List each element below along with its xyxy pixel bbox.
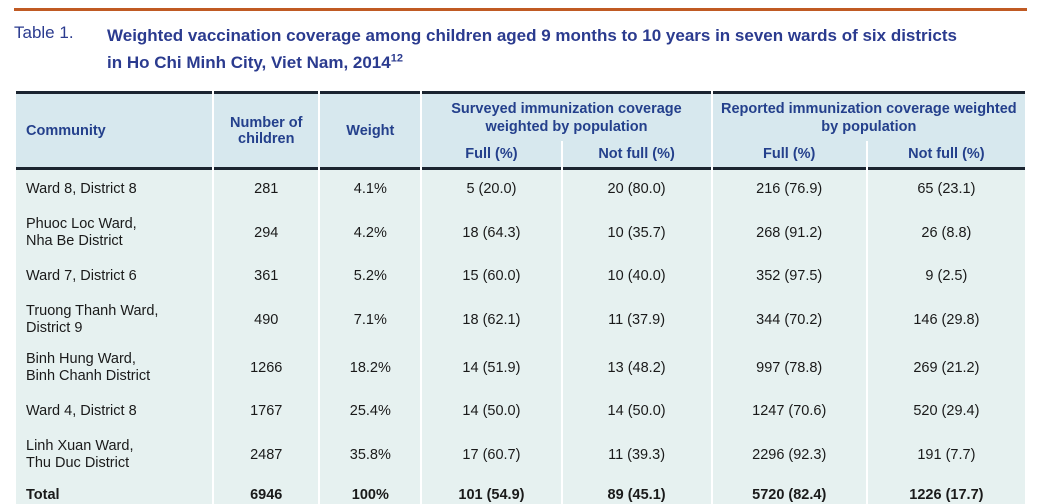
table-number-label: Table 1.: [14, 23, 74, 42]
accent-rule: [14, 8, 1027, 11]
weight-cell: 18.2%: [320, 344, 421, 393]
reported-full-cell: 344 (70.2): [712, 296, 866, 345]
surveyed-notfull-cell: 14 (50.0): [562, 392, 711, 432]
col-header-reported-full: Full (%): [712, 141, 866, 171]
children-cell: 6946: [214, 479, 319, 504]
table-row: Truong Thanh Ward, District 9 490 7.1% 1…: [16, 296, 1025, 345]
reported-full-cell: 216 (76.9): [712, 170, 866, 210]
weight-cell: 4.2%: [320, 209, 421, 258]
surveyed-full-cell: 15 (60.0): [422, 257, 561, 297]
reported-full-cell: 1247 (70.6): [712, 392, 866, 432]
col-header-surveyed-notfull: Not full (%): [562, 141, 711, 171]
table-row: Binh Hung Ward, Binh Chanh District 1266…: [16, 344, 1025, 393]
children-cell: 281: [214, 170, 319, 210]
surveyed-notfull-cell: 11 (39.3): [562, 431, 711, 480]
weight-cell: 100%: [320, 479, 421, 504]
children-cell: 1767: [214, 392, 319, 432]
weight-cell: 7.1%: [320, 296, 421, 345]
children-cell: 2487: [214, 431, 319, 480]
table-row: Ward 8, District 8 281 4.1% 5 (20.0) 20 …: [16, 170, 1025, 210]
community-cell: Ward 8, District 8: [16, 170, 213, 210]
citation-superscript: 12: [390, 52, 403, 65]
table-total-row: Total 6946 100% 101 (54.9) 89 (45.1) 572…: [16, 479, 1025, 504]
surveyed-notfull-cell: 20 (80.0): [562, 170, 711, 210]
surveyed-notfull-cell: 10 (40.0): [562, 257, 711, 297]
weight-cell: 5.2%: [320, 257, 421, 297]
reported-notfull-cell: 9 (2.5): [867, 257, 1025, 297]
table-title-line1: Weighted vaccination coverage among chil…: [107, 26, 957, 45]
reported-full-cell: 268 (91.2): [712, 209, 866, 258]
surveyed-full-cell: 18 (62.1): [422, 296, 561, 345]
weight-cell: 35.8%: [320, 431, 421, 480]
table-title: Weighted vaccination coverage among chil…: [107, 22, 957, 76]
reported-notfull-cell: 191 (7.7): [867, 431, 1025, 480]
col-group-surveyed: Surveyed immunization coverage weighted …: [422, 91, 711, 142]
reported-notfull-cell: 65 (23.1): [867, 170, 1025, 210]
children-cell: 490: [214, 296, 319, 345]
total-label-cell: Total: [16, 479, 213, 504]
table-title-line2: in Ho Chi Minh City, Viet Nam, 2014: [107, 53, 391, 73]
surveyed-full-cell: 18 (64.3): [422, 209, 561, 258]
col-header-surveyed-full: Full (%): [422, 141, 561, 171]
reported-full-cell: 352 (97.5): [712, 257, 866, 297]
surveyed-notfull-cell: 10 (35.7): [562, 209, 711, 258]
col-header-community: Community: [16, 91, 213, 171]
reported-notfull-cell: 26 (8.8): [867, 209, 1025, 258]
table-row: Phuoc Loc Ward, Nha Be District 294 4.2%…: [16, 209, 1025, 258]
col-group-reported: Reported immunization coverage weighted …: [712, 91, 1025, 142]
col-header-weight: Weight: [320, 91, 421, 171]
reported-full-cell: 997 (78.8): [712, 344, 866, 393]
weight-cell: 4.1%: [320, 170, 421, 210]
community-cell: Ward 4, District 8: [16, 392, 213, 432]
weight-cell: 25.4%: [320, 392, 421, 432]
table-body: Ward 8, District 8 281 4.1% 5 (20.0) 20 …: [16, 170, 1025, 504]
surveyed-full-cell: 5 (20.0): [422, 170, 561, 210]
reported-notfull-cell: 1226 (17.7): [867, 479, 1025, 504]
surveyed-notfull-cell: 13 (48.2): [562, 344, 711, 393]
surveyed-notfull-cell: 11 (37.9): [562, 296, 711, 345]
reported-full-cell: 2296 (92.3): [712, 431, 866, 480]
children-cell: 1266: [214, 344, 319, 393]
community-cell: Phuoc Loc Ward, Nha Be District: [16, 209, 213, 258]
community-cell: Linh Xuan Ward, Thu Duc District: [16, 431, 213, 480]
table-row: Linh Xuan Ward, Thu Duc District 2487 35…: [16, 431, 1025, 480]
col-header-reported-notfull: Not full (%): [867, 141, 1025, 171]
community-cell: Truong Thanh Ward, District 9: [16, 296, 213, 345]
reported-notfull-cell: 146 (29.8): [867, 296, 1025, 345]
children-cell: 361: [214, 257, 319, 297]
surveyed-full-cell: 101 (54.9): [422, 479, 561, 504]
table-row: Ward 7, District 6 361 5.2% 15 (60.0) 10…: [16, 257, 1025, 297]
header-sub-row: Full (%) Not full (%) Full (%) Not full …: [16, 141, 1025, 171]
vaccination-coverage-table: Community Number of children Weight Surv…: [14, 91, 1027, 504]
table-header: Community Number of children Weight Surv…: [16, 91, 1025, 171]
surveyed-full-cell: 14 (50.0): [422, 392, 561, 432]
reported-notfull-cell: 269 (21.2): [867, 344, 1025, 393]
surveyed-full-cell: 14 (51.9): [422, 344, 561, 393]
header-group-row: Community Number of children Weight Surv…: [16, 91, 1025, 171]
table-row: Ward 4, District 8 1767 25.4% 14 (50.0) …: [16, 392, 1025, 432]
children-cell: 294: [214, 209, 319, 258]
surveyed-full-cell: 17 (60.7): [422, 431, 561, 480]
community-cell: Ward 7, District 6: [16, 257, 213, 297]
surveyed-notfull-cell: 89 (45.1): [562, 479, 711, 504]
reported-notfull-cell: 520 (29.4): [867, 392, 1025, 432]
table-caption: Table 1. Weighted vaccination coverage a…: [14, 22, 1027, 76]
col-header-children: Number of children: [214, 91, 319, 171]
reported-full-cell: 5720 (82.4): [712, 479, 866, 504]
community-cell: Binh Hung Ward, Binh Chanh District: [16, 344, 213, 393]
